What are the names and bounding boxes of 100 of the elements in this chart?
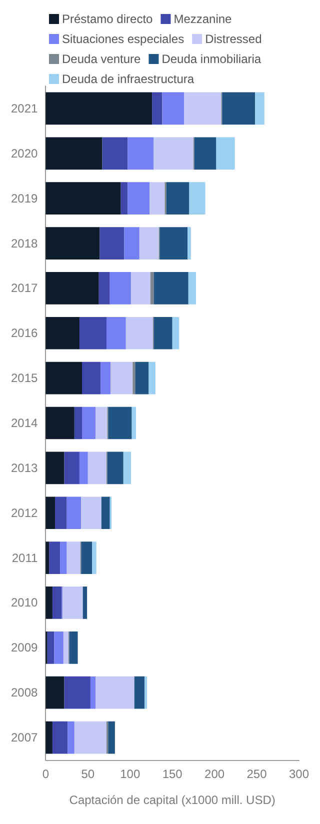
y-tick-label: 2010 [10,596,38,610]
bar [82,586,88,619]
bar [144,676,148,709]
y-tick-label: 2021 [10,101,38,116]
y-tick-label: 2011 [12,550,38,565]
bar [189,182,206,215]
bar [172,316,180,350]
y-tick-label: 2016 [10,326,38,340]
y-tick-label: 2007 [10,730,38,745]
bar [79,452,88,484]
legend-label: Deuda venture [62,52,142,66]
bar [188,227,191,260]
bar [216,137,235,170]
y-tick-label: 2008 [10,686,38,700]
bar [46,272,99,304]
bar [46,452,64,484]
bar [154,137,194,170]
legend-label: Distressed [205,32,262,46]
x-tick-label: 50 [81,767,95,781]
x-tick-label: 300 [288,767,310,781]
bar [63,631,68,664]
bar [108,721,115,754]
bar [101,496,110,530]
bar [184,92,222,125]
x-axis-title: Captación de capital (x1000 mill. USD) [69,793,276,807]
y-tick-label: 2017 [10,281,38,296]
bar [108,406,132,440]
bar [46,137,102,170]
y-tick-label: 2018 [10,236,38,250]
bar [82,362,101,394]
bar [152,92,162,125]
bar [46,92,152,125]
bar [68,721,74,754]
bar [222,92,256,125]
bar [107,452,124,484]
bar [135,362,149,394]
x-tick-label: 200 [204,767,225,781]
bar [81,496,102,530]
legend-label: Deuda de infraestructura [62,72,194,86]
bar [46,362,82,394]
bar [134,676,144,709]
bar [150,182,165,215]
bar [46,542,50,574]
y-tick-label: 2012 [10,506,38,520]
bar [54,631,64,664]
bar [46,496,55,530]
bar [132,406,136,440]
bar [46,227,100,260]
bar [64,452,80,484]
x-tick-label: 0 [42,767,50,781]
bar [64,676,90,709]
bar [102,137,128,170]
bar [120,182,128,215]
bar [188,272,196,304]
bar [130,272,150,304]
bar [123,452,131,484]
bar [139,227,159,260]
bar [74,721,106,754]
bar [160,227,188,260]
bar [154,272,188,304]
bar [46,676,64,709]
bar [110,272,131,304]
bar [154,316,172,350]
bar [100,362,111,394]
bar [98,272,110,304]
bar [166,182,190,215]
bar [66,542,80,574]
bar [150,272,154,304]
bar [47,631,54,664]
bar [69,631,78,664]
bar [81,542,92,574]
bar [128,137,154,170]
bar [79,316,106,350]
bar [128,182,150,215]
bar [106,316,126,350]
bar [60,542,67,574]
bar [88,452,106,484]
bar [124,227,140,260]
legend-label: Deuda inmobiliaria [162,52,262,66]
bar [162,92,184,125]
y-tick-label: 2014 [10,416,38,430]
bar [126,316,153,350]
bar [96,406,108,440]
y-tick-label: 2009 [10,640,38,655]
bar [100,227,124,260]
bar [74,406,82,440]
legend-label: Préstamo directo [62,12,154,26]
legend-label: Situaciones especiales [62,32,184,46]
bar [96,676,134,709]
y-tick-label: 2020 [10,146,38,160]
bar [132,362,136,394]
x-tick-label: 100 [120,767,140,781]
bar [90,676,96,709]
bar [54,496,67,530]
bar [52,586,62,619]
y-tick-label: 2019 [10,191,38,206]
bar [82,406,96,440]
bar [194,137,216,170]
y-tick-label: 2015 [10,371,38,386]
bar [52,721,68,754]
